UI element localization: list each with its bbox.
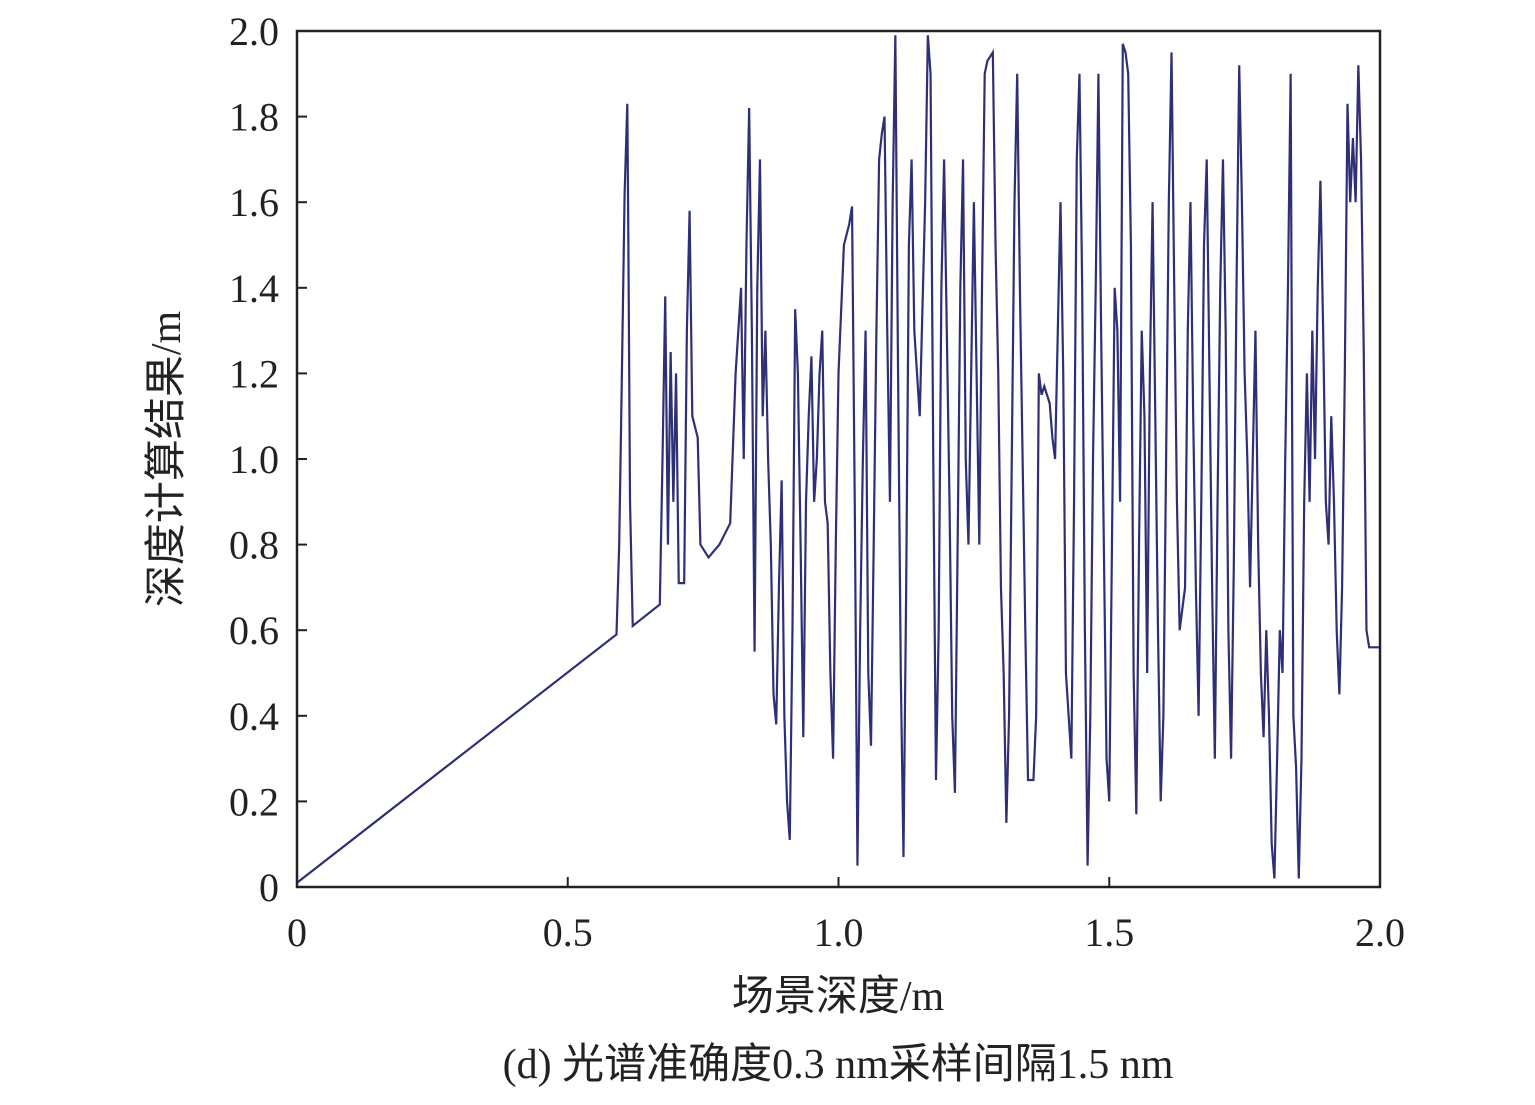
plot-frame xyxy=(295,29,1382,889)
x-tick-label: 1.0 xyxy=(814,910,864,955)
y-tick-label: 1.8 xyxy=(229,95,279,140)
x-axis-label: 场景深度/m xyxy=(732,974,945,1020)
y-tick-label: 0 xyxy=(259,865,279,910)
chart-title: (d) 光谱准确度0.3 nm采样间隔1.5 nm xyxy=(503,1041,1174,1088)
y-axis-label: 深度计算结果/m xyxy=(144,311,190,608)
y-tick-label: 1.2 xyxy=(229,351,279,396)
y-tick-label: 1.6 xyxy=(229,180,279,225)
y-tick-label: 2.0 xyxy=(229,9,279,54)
y-tick-label: 0.6 xyxy=(229,608,279,653)
x-tick-label: 2.0 xyxy=(1355,910,1405,955)
y-tick-label: 0.4 xyxy=(229,694,279,739)
x-tick-label: 0.5 xyxy=(543,910,593,955)
data-line xyxy=(296,35,1380,884)
y-tick-label: 0.2 xyxy=(229,779,279,824)
y-tick-label: 1.0 xyxy=(229,437,279,482)
y-tick-label: 0.8 xyxy=(229,523,279,568)
x-tick-label: 1.5 xyxy=(1084,910,1134,955)
y-tick-label: 1.4 xyxy=(229,266,279,311)
x-tick-label: 0 xyxy=(287,910,307,955)
